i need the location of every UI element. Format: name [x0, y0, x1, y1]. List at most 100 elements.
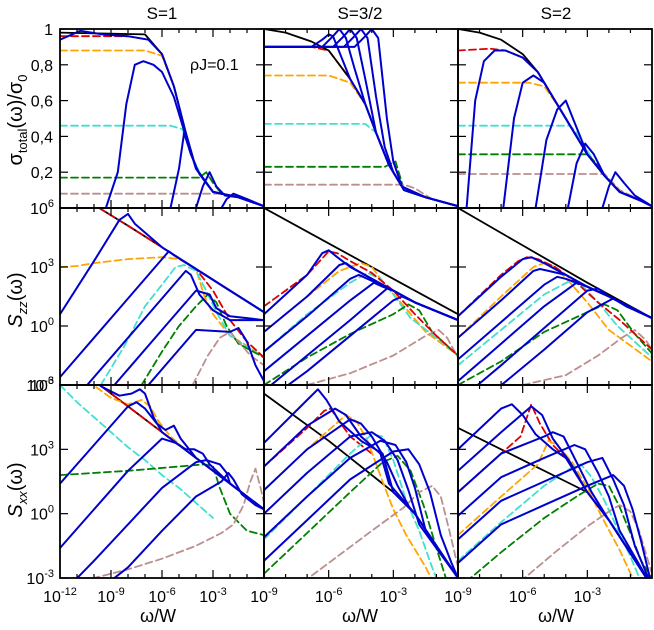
y-label-sxx: Sxx(ω): [5, 462, 30, 517]
series-blue-4-r0-c0: [195, 171, 264, 208]
y-label-sigma-total: σtotal(ω)/σ0: [5, 75, 30, 166]
series-blue-5-r2-c2: [458, 456, 650, 578]
panel-r2-c2: [458, 403, 652, 578]
series-blue-2-r2-c1: [264, 407, 458, 578]
panel-frame-r2-c2: [457, 384, 653, 579]
series-brown-r2-c0: [89, 467, 264, 578]
series-brown-r1-c1: [306, 329, 458, 385]
series-blue-3-r2-c1: [264, 418, 458, 578]
x-tick-label-col2: 10-6: [509, 586, 537, 606]
row-y-labels: σtotal(ω)/σ0 Szz(ω) Sxx(ω): [5, 75, 30, 518]
y-label-szz: Szz(ω): [5, 272, 30, 327]
x-tick-label-col0: 10-12: [43, 586, 77, 606]
series-blue-1-r2-c1: [264, 388, 458, 578]
series-blue-2-r1-c0: [60, 250, 264, 379]
series-blue-3-r0-c1: [264, 29, 458, 208]
x-label-col2: ω/W: [342, 606, 378, 626]
ticks-r2-c0: [60, 384, 264, 579]
series-cyan-r0-c1: [264, 123, 458, 208]
series-blue-4-r2-c1: [264, 431, 458, 578]
series-blue-3-r1-c0: [86, 269, 264, 385]
series-red-r0-c1: [264, 46, 458, 208]
series-blue-6-r2-c1: [264, 448, 458, 578]
panel-r1-c2: [458, 208, 652, 385]
series-blue-5-r0-c2: [601, 171, 652, 208]
series-red-r1-c2: [458, 256, 652, 351]
x-tick-label-col0: 10-9: [97, 586, 125, 606]
x-label-col1: ω/W: [140, 606, 176, 626]
series-blue-1-r2-c2: [458, 403, 648, 578]
series-brown-r0-c1: [264, 183, 458, 208]
panel-r2-c0: [60, 385, 264, 578]
panel-frame-r1-c1: [263, 207, 459, 386]
x-label-col3: ω/W: [538, 606, 574, 626]
x-tick-label-col2: 10-3: [574, 586, 602, 606]
series-blue-5-r1-c2: [476, 287, 652, 385]
y-tick-label-row1: 100: [30, 316, 54, 336]
x-tick-label-col0: 10-3: [199, 586, 227, 606]
series-red-r2-c1: [264, 407, 373, 468]
series-blue-5-r2-c0: [112, 471, 264, 578]
ticks-r2-c2: [458, 384, 652, 579]
series-blue-5-r0-c0: [220, 192, 264, 208]
ticks-r1-c2: [458, 207, 652, 386]
series-blue-3-r0-c0: [169, 131, 264, 208]
y-tick-label-row0: 0,4: [31, 129, 53, 146]
ticks-r1-c0: [60, 207, 264, 386]
y-tick-label-row0: 0,6: [31, 94, 53, 111]
x-tick-label-col0: 10-6: [148, 586, 176, 606]
series-blue-4-r1-c0: [113, 289, 264, 385]
panel-frame-r1-c2: [457, 207, 653, 386]
panel-frame-r1-c0: [59, 207, 265, 386]
series-cyan-r2-c1: [264, 433, 438, 578]
series-brown-r2-c1: [307, 484, 458, 578]
series-blue-4-r0-c2: [566, 142, 652, 208]
y-tick-label-row2: 100: [30, 504, 54, 524]
series-green-r2-c1: [264, 454, 447, 578]
panels: [59, 28, 653, 579]
panel-frame-r2-c0: [59, 384, 265, 579]
y-tick-label-row0: 1: [44, 22, 53, 39]
x-tick-label-col1: 10-6: [315, 586, 343, 606]
x-axis-labels: ω/W ω/W ω/W: [140, 606, 574, 626]
panel-r0-c0: [60, 29, 264, 208]
series-black-r1-c1: [264, 208, 458, 316]
panel-r2-c1: [264, 388, 458, 578]
annotation-rhoj: ρJ=0.1: [190, 57, 239, 74]
series-blue-3-r2-c0: [60, 437, 264, 549]
series-blue-2-r2-c0: [60, 401, 264, 511]
column-title-s1: S=1: [147, 4, 178, 23]
column-titles: S=1 S=3/2 S=2: [147, 4, 572, 23]
series-blue-4-r2-c0: [75, 459, 264, 578]
y-tick-label-row1: 106: [30, 198, 54, 218]
column-title-s2: S=2: [541, 4, 572, 23]
tick-labels: 10,80,60,40,210610310010-310610310010-31…: [26, 22, 601, 606]
series-brown-r2-c2: [523, 504, 652, 578]
series-blue-6-r1-c2: [499, 297, 652, 385]
series-blue-4-r2-c2: [458, 444, 649, 578]
series-orange-r2-c2: [458, 439, 634, 578]
series-green-r1-c2: [458, 303, 652, 385]
series-cyan-r1-c1: [264, 272, 458, 357]
series-orange-r0-c1: [264, 74, 458, 208]
series-blue-5-r1-c1: [269, 287, 458, 385]
y-tick-label-row1: 103: [30, 257, 54, 277]
series-black-r1-c2: [458, 208, 652, 319]
y-tick-label-row2: 10-3: [26, 568, 54, 588]
y-tick-label-row0: 0,2: [31, 165, 53, 182]
series-blue-2-r2-c2: [458, 405, 648, 578]
y-tick-label-row1: 10-3: [26, 375, 54, 395]
panel-r0-c1: [264, 29, 458, 208]
series-blue-5-r1-c0: [147, 327, 264, 385]
panel-r1-c1: [264, 208, 458, 385]
panel-r1-c0: [60, 208, 264, 385]
series-blue-6-r2-c2: [458, 474, 651, 578]
y-tick-label-row0: 0,8: [31, 58, 53, 75]
series-cyan-r1-c0: [99, 264, 264, 385]
series-orange-r2-c1: [264, 414, 433, 578]
y-tick-label-row2: 103: [30, 439, 54, 459]
series-red-r1-c1: [264, 250, 458, 357]
x-tick-label-col1: 10-3: [380, 586, 408, 606]
series-blue-6-r1-c1: [286, 295, 458, 385]
